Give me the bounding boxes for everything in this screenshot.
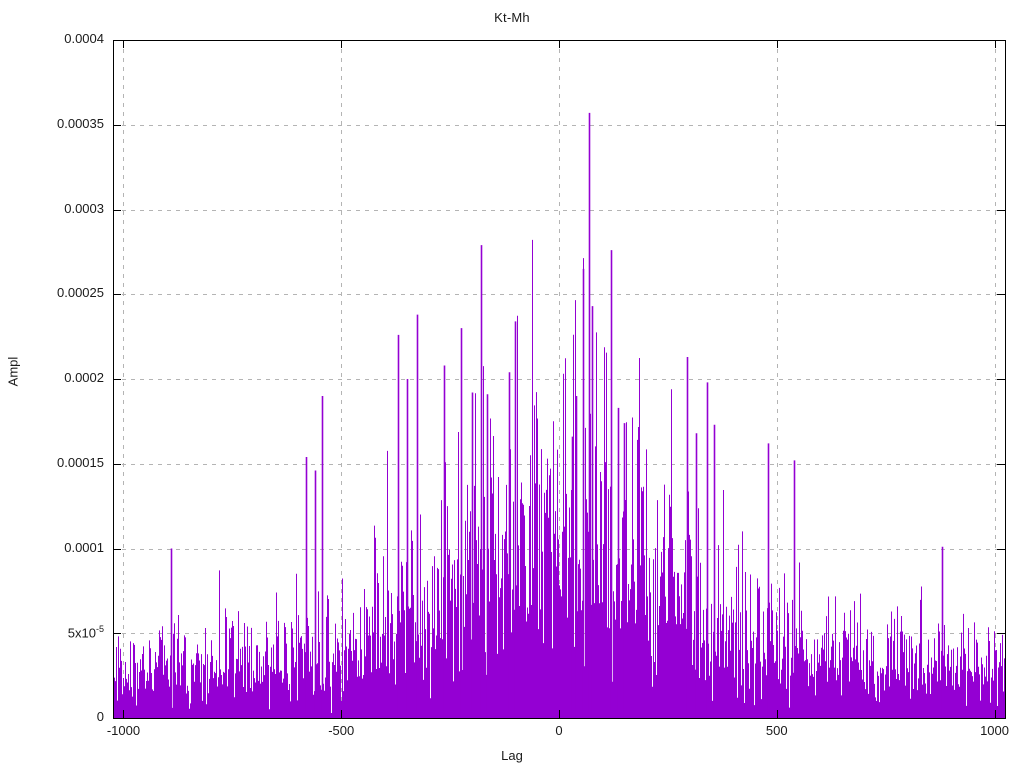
- y-tick-label: 0.00035: [57, 115, 104, 131]
- y-tick-label: 0.0002: [64, 370, 104, 385]
- x-axis-label: Lag: [501, 748, 523, 763]
- plot-border: [113, 40, 1006, 719]
- y-tick-label: 0.0001: [64, 539, 104, 555]
- y-tick-label: 0.00025: [57, 285, 104, 301]
- x-tick-label: -1000: [106, 723, 141, 738]
- y-tick-label: 5x10-5: [67, 624, 104, 641]
- impulse-series: [113, 112, 1005, 718]
- x-tick-label: -500: [328, 723, 355, 738]
- y-tick-label: 0.0004: [64, 31, 104, 46]
- x-tick-label: 500: [765, 723, 788, 738]
- chart-title: Kt-Mh: [494, 10, 530, 25]
- x-tick-label: 1000: [980, 723, 1009, 738]
- y-tick-label: 0.0003: [64, 200, 104, 216]
- x-tick-label: 0: [555, 723, 563, 738]
- y-tick-label: 0.00015: [57, 454, 104, 470]
- y-tick-label: 0: [96, 709, 104, 724]
